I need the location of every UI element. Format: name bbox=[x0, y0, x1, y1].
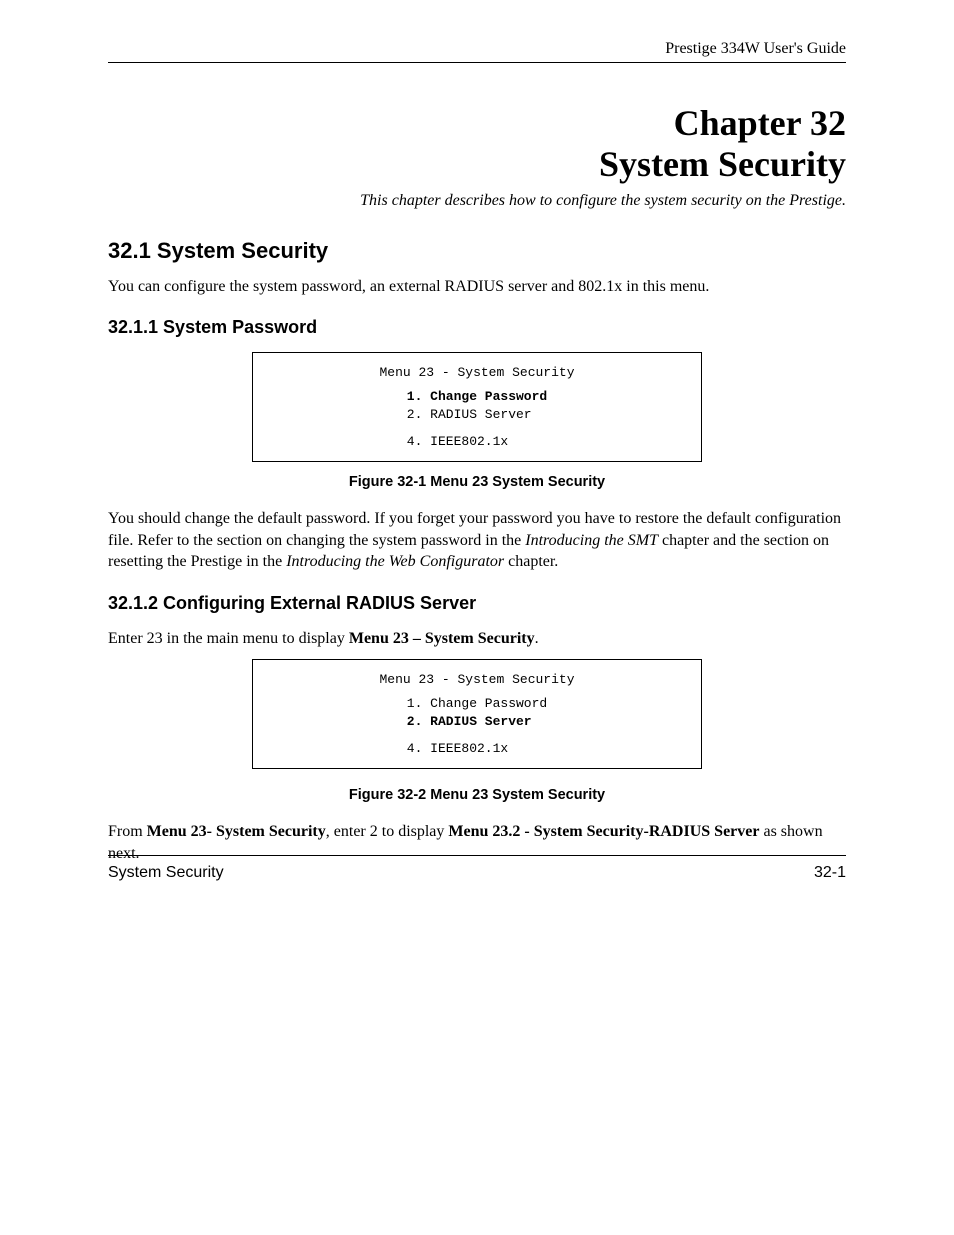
section-32-1-2-intro: Enter 23 in the main menu to display Men… bbox=[108, 628, 846, 650]
para-italic-1: Introducing the SMT bbox=[525, 532, 658, 549]
chapter-name: System Security bbox=[599, 144, 846, 184]
menu-item-2: 2. RADIUS Server bbox=[407, 406, 547, 424]
menu-item-4: 4. IEEE802.1x bbox=[407, 740, 547, 758]
menu-box-figure-32-1: Menu 23 - System Security 1. Change Pass… bbox=[252, 352, 702, 462]
chapter-subtitle: This chapter describes how to configure … bbox=[108, 192, 846, 210]
intro-bold: Menu 23 – System Security bbox=[349, 630, 535, 647]
menu-item-1: 1. Change Password bbox=[407, 388, 547, 406]
page-footer: System Security 32-1 bbox=[108, 855, 846, 882]
para-italic-2: Introducing the Web Configurator bbox=[286, 553, 504, 570]
section-32-1-heading: 32.1 System Security bbox=[108, 238, 846, 264]
guide-title: Prestige 334W User's Guide bbox=[108, 40, 846, 58]
para2-text-1: From bbox=[108, 823, 147, 840]
section-32-1-1-heading: 32.1.1 System Password bbox=[108, 317, 846, 338]
figure-32-1-caption: Figure 32-1 Menu 23 System Security bbox=[108, 474, 846, 490]
menu-box-figure-32-2: Menu 23 - System Security 1. Change Pass… bbox=[252, 659, 702, 769]
figure-32-2-caption: Figure 32-2 Menu 23 System Security bbox=[108, 787, 846, 803]
menu-item-4: 4. IEEE802.1x bbox=[407, 433, 547, 451]
menu-title: Menu 23 - System Security bbox=[253, 672, 701, 687]
intro-text-2: . bbox=[535, 630, 539, 647]
section-32-1-intro: You can configure the system password, a… bbox=[108, 276, 846, 298]
menu-items: 1. Change Password 2. RADIUS Server 4. I… bbox=[407, 388, 547, 451]
para2-text-2: , enter 2 to display bbox=[326, 823, 449, 840]
footer-page-number: 32-1 bbox=[814, 864, 846, 882]
section-32-1-2-heading: 32.1.2 Configuring External RADIUS Serve… bbox=[108, 593, 846, 614]
intro-text-1: Enter 23 in the main menu to display bbox=[108, 630, 349, 647]
para-text-3: chapter. bbox=[504, 553, 558, 570]
page-header: Prestige 334W User's Guide bbox=[108, 40, 846, 63]
para2-bold-2: Menu 23.2 - System Security-RADIUS Serve… bbox=[448, 823, 759, 840]
menu-item-2: 2. RADIUS Server bbox=[407, 713, 547, 731]
menu-item-1: 1. Change Password bbox=[407, 695, 547, 713]
chapter-number: Chapter 32 bbox=[674, 103, 846, 143]
menu-items: 1. Change Password 2. RADIUS Server 4. I… bbox=[407, 695, 547, 758]
footer-section-name: System Security bbox=[108, 864, 224, 882]
para2-bold-1: Menu 23- System Security bbox=[147, 823, 326, 840]
para-after-fig1: You should change the default password. … bbox=[108, 508, 846, 573]
chapter-title: Chapter 32 System Security bbox=[108, 103, 846, 186]
menu-title: Menu 23 - System Security bbox=[253, 365, 701, 380]
